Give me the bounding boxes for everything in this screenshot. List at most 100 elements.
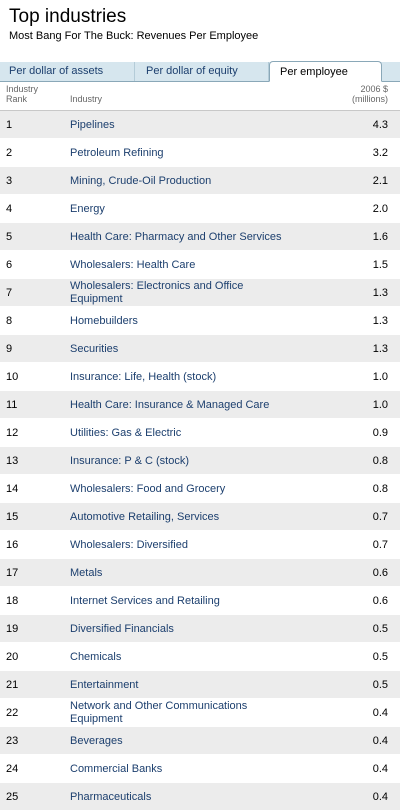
industry-link[interactable]: Health Care: Insurance & Managed Care [70,398,270,411]
industry-link[interactable]: Wholesalers: Diversified [70,538,188,551]
revenue-per-employee-cell: 1.3 [372,343,388,355]
table-row: 20 Chemicals 0.5 [0,643,400,671]
revenue-per-employee-cell: 0.6 [372,567,388,579]
table-row: 5 Health Care: Pharmacy and Other Service… [0,223,400,251]
rank-cell: 20 [6,651,19,663]
revenue-per-employee-cell: 4.3 [372,119,388,131]
industry-link[interactable]: Network and Other Communications Equipme… [70,700,248,725]
industry-link[interactable]: Petroleum Refining [70,146,164,159]
revenue-per-employee-cell: 0.6 [372,595,388,607]
rank-cell: 18 [6,595,19,607]
revenue-per-employee-cell: 0.4 [372,707,388,719]
table-row: 9 Securities 1.3 [0,335,400,363]
table-row: 3 Mining, Crude-Oil Production 2.1 [0,167,400,195]
revenue-per-employee-cell: 0.5 [372,651,388,663]
table-row: 14 Wholesalers: Food and Grocery 0.8 [0,475,400,503]
rank-cell: 23 [6,735,19,747]
table-row: 16 Wholesalers: Diversified 0.7 [0,531,400,559]
industry-link[interactable]: Utilities: Gas & Electric [70,426,182,439]
industry-link[interactable]: Internet Services and Retailing [70,594,220,607]
revenue-per-employee-cell: 2.1 [372,175,388,187]
industry-link[interactable]: Insurance: Life, Health (stock) [70,370,217,383]
table-row: 8 Homebuilders 1.3 [0,307,400,335]
industry-link[interactable]: Wholesalers: Electronics and Office Equi… [70,280,244,305]
industry-link[interactable]: Pharmaceuticals [70,790,152,803]
rank-cell: 22 [6,707,19,719]
revenue-per-employee-cell: 0.7 [372,539,388,551]
rank-cell: 5 [6,231,13,243]
industry-link[interactable]: Wholesalers: Food and Grocery [70,482,226,495]
rank-cell: 19 [6,623,19,635]
revenue-per-employee-cell: 0.9 [372,427,388,439]
rank-cell: 24 [6,763,19,775]
industry-link[interactable]: Mining, Crude-Oil Production [70,174,212,187]
column-headers: Industry Rank Industry 2006 $ (millions) [0,82,400,111]
table-row: 1 Pipelines 4.3 [0,111,400,139]
table-row: 12 Utilities: Gas & Electric 0.9 [0,419,400,447]
rank-cell: 3 [6,175,13,187]
industry-link[interactable]: Chemicals [70,650,122,663]
table-row: 25 Pharmaceuticals 0.4 [0,783,400,811]
revenue-per-employee-cell: 0.8 [372,483,388,495]
rank-cell: 9 [6,343,13,355]
revenue-per-employee-cell: 0.4 [372,763,388,775]
industry-link[interactable]: Metals [70,566,103,579]
rank-column-header: Industry Rank [6,84,56,104]
industry-link[interactable]: Energy [70,202,105,215]
table-row: 10 Insurance: Life, Health (stock) 1.0 [0,363,400,391]
industry-link[interactable]: Securities [70,342,119,355]
rank-cell: 12 [6,427,19,439]
table-row: 24 Commercial Banks 0.4 [0,755,400,783]
revenue-per-employee-cell: 1.5 [372,259,388,271]
rank-cell: 7 [6,287,13,299]
revenue-per-employee-cell: 0.5 [372,679,388,691]
industry-link[interactable]: Health Care: Pharmacy and Other Services [70,230,282,243]
revenue-per-employee-cell: 0.4 [372,735,388,747]
revenue-per-employee-cell: 3.2 [372,147,388,159]
tab-per-employee[interactable]: Per employee [269,61,382,82]
value-column-header: 2006 $ (millions) [352,84,388,104]
page-title: Top industries [9,6,127,27]
table-row: 7 Wholesalers: Electronics and Office Equ… [0,279,400,307]
table-row: 18 Internet Services and Retailing 0.6 [0,587,400,615]
industry-column-header: Industry [70,94,103,104]
industry-link[interactable]: Homebuilders [70,314,138,327]
rank-header-line1: Industry [6,84,39,94]
value-header-line2: (millions) [352,94,388,104]
revenue-per-employee-cell: 1.6 [372,231,388,243]
table-row: 19 Diversified Financials 0.5 [0,615,400,643]
revenue-per-employee-cell: 0.7 [372,511,388,523]
table-row: 4 Energy 2.0 [0,195,400,223]
table-row: 15 Automotive Retailing, Services 0.7 [0,503,400,531]
tab-per-dollar-of-equity[interactable]: Per dollar of equity [135,62,269,81]
revenue-per-employee-cell: 1.3 [372,287,388,299]
industry-link[interactable]: Wholesalers: Health Care [70,258,196,271]
value-header-line1: 2006 $ [360,84,388,94]
rank-cell: 17 [6,567,19,579]
revenue-per-employee-cell: 1.0 [372,371,388,383]
industry-table: 1 Pipelines 4.3 2 Petroleum Refining 3.2 3 Mini… [0,111,400,811]
page-subtitle: Most Bang For The Buck: Revenues Per Emp… [9,30,259,42]
industry-link[interactable]: Beverages [70,734,123,747]
table-row: 6 Wholesalers: Health Care 1.5 [0,251,400,279]
industry-link[interactable]: Commercial Banks [70,762,163,775]
revenue-per-employee-cell: 0.5 [372,623,388,635]
industry-link[interactable]: Entertainment [70,678,139,691]
industry-link[interactable]: Pipelines [70,118,115,131]
rank-cell: 10 [6,371,19,383]
revenue-per-employee-cell: 0.8 [372,455,388,467]
industry-link[interactable]: Insurance: P & C (stock) [70,454,190,467]
revenue-per-employee-cell: 1.0 [372,399,388,411]
industry-link[interactable]: Diversified Financials [70,622,174,635]
page-header: Top industries Most Bang For The Buck: R… [0,0,400,62]
table-row: 13 Insurance: P & C (stock) 0.8 [0,447,400,475]
revenue-per-employee-cell: 1.3 [372,315,388,327]
rank-cell: 25 [6,791,19,803]
rank-cell: 13 [6,455,19,467]
rank-cell: 21 [6,679,19,691]
tab-per-dollar-of-assets[interactable]: Per dollar of assets [0,62,135,81]
revenue-per-employee-cell: 0.4 [372,791,388,803]
industry-link[interactable]: Automotive Retailing, Services [70,510,220,523]
table-row: 2 Petroleum Refining 3.2 [0,139,400,167]
table-row: 11 Health Care: Insurance & Managed Care 1… [0,391,400,419]
